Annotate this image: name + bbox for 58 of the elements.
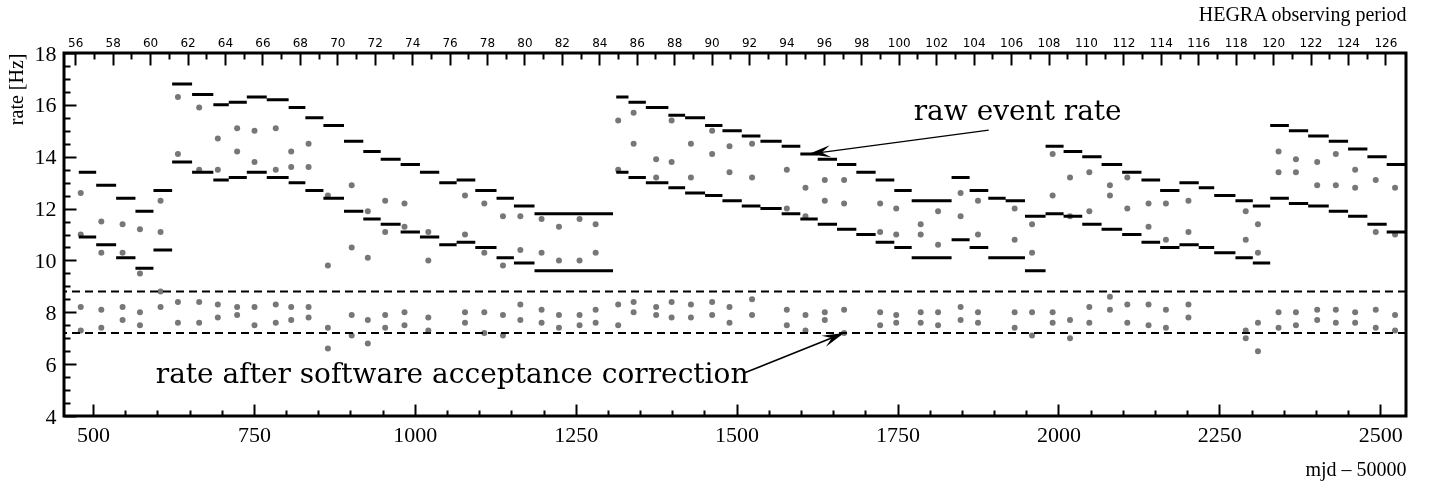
x2-tick-label: 94 (779, 35, 795, 50)
x-tick-label: 500 (76, 421, 110, 447)
x2-tick-label: 108 (1037, 35, 1061, 50)
y-tick-label: 10 (34, 247, 57, 273)
x2-tick-label: 62 (180, 35, 196, 50)
x2-tick-label: 82 (554, 35, 571, 50)
x-axis-title: mjd – 50000 (1305, 457, 1407, 481)
x2-tick-label: 100 (887, 35, 911, 50)
y-tick-label: 6 (45, 351, 57, 377)
x2-tick-label: 114 (1149, 35, 1173, 50)
y-tick-label: 18 (34, 40, 57, 66)
annotation: rate after software acceptance correction (155, 357, 749, 391)
y-axis-title: rate [Hz] (4, 53, 27, 126)
x2-tick-label: 56 (68, 35, 84, 50)
x2-tick-label: 90 (704, 35, 720, 50)
x2-tick-label: 126 (1374, 35, 1398, 50)
y-tick-label: 12 (34, 196, 57, 222)
x2-tick-label: 64 (217, 35, 234, 50)
y-tick-label: 4 (45, 403, 57, 429)
x2-tick-label: 118 (1224, 35, 1248, 50)
x2-tick-label: 76 (442, 35, 458, 50)
y-tick-label: 8 (45, 299, 57, 325)
x2-tick-label: 124 (1337, 35, 1360, 50)
x-tick-label: 2000 (1036, 421, 1081, 447)
x2-tick-label: 88 (667, 35, 683, 50)
x2-tick-label: 78 (479, 35, 496, 50)
x-tick-label: 1250 (554, 421, 599, 447)
x2-tick-label: 92 (741, 35, 758, 50)
x2-tick-label: 96 (816, 35, 833, 50)
x2-tick-label: 112 (1112, 35, 1136, 50)
y-tick-label: 16 (34, 92, 57, 118)
x2-tick-label: 60 (142, 35, 159, 50)
x2-tick-label: 68 (292, 35, 308, 50)
x2-tick-label: 70 (330, 35, 346, 50)
x2-tick-label: 80 (517, 35, 533, 50)
x-tick-label: 1500 (715, 421, 760, 447)
x-tick-label: 1000 (393, 421, 438, 447)
x2-tick-label: 58 (105, 35, 121, 50)
x-tick-label: 2500 (1358, 421, 1403, 447)
x2-tick-label: 84 (592, 35, 608, 50)
x2-tick-label: 106 (1000, 35, 1024, 50)
y-tick-label: 14 (34, 144, 57, 170)
x2-tick-label: 120 (1262, 35, 1286, 50)
x-tick-label: 1750 (876, 421, 921, 447)
x-tick-label: 2250 (1197, 421, 1242, 447)
x2-tick-label: 98 (854, 35, 870, 50)
x-tick-label: 750 (237, 421, 271, 447)
x2-tick-label: 122 (1299, 35, 1323, 50)
x2-tick-label: 74 (404, 35, 421, 50)
x2-tick-label: 66 (255, 35, 271, 50)
x2-tick-label: 110 (1074, 35, 1098, 50)
x2-tick-label: 86 (629, 35, 645, 50)
x2-tick-label: 104 (962, 35, 986, 50)
x2-tick-label: 72 (367, 35, 383, 50)
x2-axis-title: HEGRA observing period (1198, 2, 1407, 26)
annotation: raw event rate (913, 94, 1122, 128)
x2-tick-label: 102 (925, 35, 949, 50)
x2-tick-label: 116 (1187, 35, 1211, 50)
